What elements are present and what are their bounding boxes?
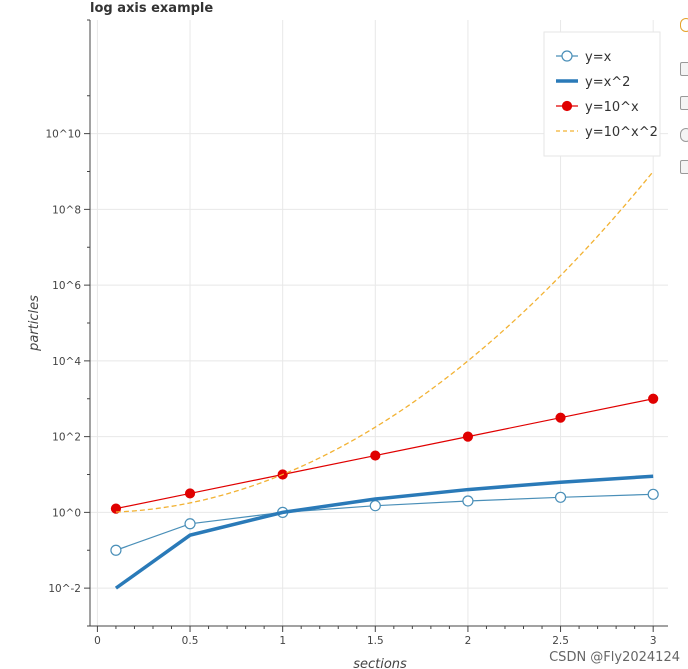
data-point: [184, 518, 196, 530]
y-tick-label: 10^6: [52, 280, 81, 292]
series-y=10^x^2: [115, 171, 654, 513]
y-tick-label: 10^2: [52, 432, 81, 444]
legend-item: y=x^2: [556, 75, 630, 90]
series-line: [114, 474, 654, 590]
series-line: [115, 171, 654, 513]
legend-label: y=x: [585, 50, 612, 65]
legend-label: y=x^2: [585, 75, 630, 90]
data-point: [462, 495, 474, 507]
data-point: [462, 431, 474, 442]
legend: y=x y=x^2 y=10^x y=10^x^2: [543, 31, 661, 157]
data-point: [370, 450, 381, 461]
legend-label: y=10^x: [585, 100, 639, 115]
chart-title: log axis example: [90, 1, 213, 16]
data-point: [369, 500, 381, 512]
data-point: [110, 544, 122, 556]
x-tick-label: 1.5: [367, 635, 384, 647]
bokeh-logo-icon: [680, 18, 688, 32]
chart-toolbar: [676, 18, 688, 188]
y-axis-label: particles: [27, 295, 42, 352]
data-point: [555, 412, 566, 423]
legend-item: y=10^x: [556, 100, 639, 115]
reset-tool-icon[interactable]: [680, 128, 688, 142]
legend-item: y=x: [556, 50, 612, 65]
series-line: [115, 493, 654, 551]
zoom-tool-icon[interactable]: [680, 96, 688, 110]
pan-tool-icon[interactable]: [680, 62, 688, 76]
series-line: [115, 398, 654, 510]
legend-marker: [561, 50, 573, 62]
x-tick-label: 1: [279, 635, 286, 647]
x-tick-label: 2.5: [552, 635, 569, 647]
y-tick-label: 10^-2: [48, 583, 81, 595]
legend-item: y=10^x^2: [556, 125, 658, 140]
x-tick-label: 2: [465, 635, 472, 647]
x-tick-label: 3: [650, 635, 657, 647]
legend-label: y=10^x^2: [585, 125, 658, 140]
data-point: [648, 393, 659, 404]
y-tick-label: 10^8: [52, 204, 81, 216]
series-y=10^x: [110, 393, 659, 514]
x-tick-label: 0.5: [182, 635, 199, 647]
x-axis-label: sections: [353, 657, 407, 669]
legend-marker: [561, 100, 573, 112]
watermark: CSDN @Fly2024124: [549, 650, 680, 665]
y-tick-label: 10^0: [52, 507, 81, 519]
series-y=x^2: [114, 474, 654, 590]
x-tick-label: 0: [94, 635, 101, 647]
data-point: [184, 488, 196, 499]
series: [110, 171, 659, 590]
series-y=x: [110, 488, 659, 556]
y-tick-label: 10^10: [45, 129, 81, 141]
save-tool-icon[interactable]: [680, 160, 688, 174]
data-point: [110, 503, 122, 514]
data-point: [554, 491, 567, 503]
data-point: [647, 488, 659, 500]
y-tick-label: 10^4: [52, 356, 81, 368]
ticks: 0 0.5 1 1.5 2 2.5 3 10^-2 10^0 10^2 10^4 10^6 10^8 10…: [45, 19, 657, 647]
